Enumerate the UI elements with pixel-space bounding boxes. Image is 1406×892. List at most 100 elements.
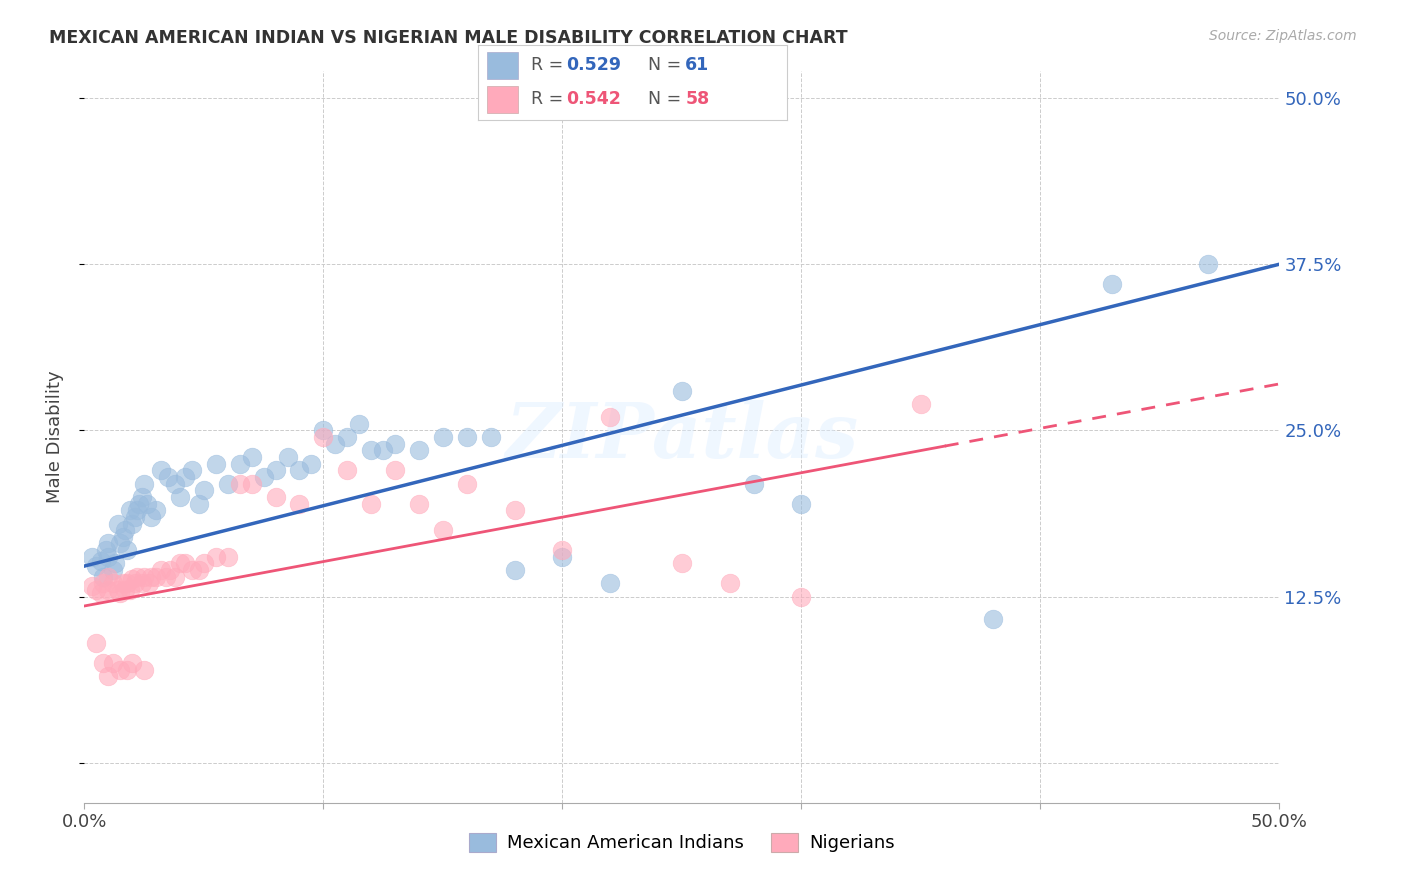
Point xyxy=(131,490,153,504)
Point xyxy=(181,563,204,577)
Point xyxy=(193,483,215,498)
Point xyxy=(217,549,239,564)
Point xyxy=(229,476,252,491)
Point xyxy=(169,557,191,571)
Text: R =: R = xyxy=(530,90,568,108)
Point xyxy=(288,497,311,511)
Point xyxy=(124,509,146,524)
Text: MEXICAN AMERICAN INDIAN VS NIGERIAN MALE DISABILITY CORRELATION CHART: MEXICAN AMERICAN INDIAN VS NIGERIAN MALE… xyxy=(49,29,848,46)
Point xyxy=(1101,277,1123,292)
Point xyxy=(121,573,143,587)
Point xyxy=(101,656,124,670)
Point xyxy=(599,410,621,425)
Point xyxy=(253,470,276,484)
Text: 0.529: 0.529 xyxy=(567,56,621,74)
Bar xyxy=(488,52,519,78)
Text: 0.542: 0.542 xyxy=(567,90,621,108)
Point xyxy=(97,536,120,550)
Point xyxy=(910,397,932,411)
Point xyxy=(240,450,263,464)
Point xyxy=(229,457,252,471)
Point xyxy=(157,470,180,484)
Point xyxy=(173,470,195,484)
Point xyxy=(80,579,103,593)
Point xyxy=(101,563,124,577)
Point xyxy=(360,443,382,458)
Point xyxy=(132,476,156,491)
Point xyxy=(110,663,132,677)
Point xyxy=(671,557,693,571)
Point xyxy=(159,563,181,577)
Point xyxy=(107,516,129,531)
Point xyxy=(181,463,204,477)
Point xyxy=(138,576,160,591)
Point xyxy=(551,549,574,564)
Point xyxy=(145,503,167,517)
Point xyxy=(117,576,139,591)
Point xyxy=(86,636,108,650)
Point xyxy=(145,570,167,584)
Point xyxy=(110,585,132,599)
Point xyxy=(981,612,1004,626)
Point xyxy=(408,443,430,458)
Point xyxy=(125,503,148,517)
Point xyxy=(107,582,129,597)
Point xyxy=(671,384,693,398)
Point xyxy=(1197,257,1219,271)
Point xyxy=(432,430,454,444)
Point xyxy=(188,563,211,577)
Point xyxy=(141,570,163,584)
Point xyxy=(599,576,621,591)
Point xyxy=(90,585,112,599)
Point xyxy=(336,430,359,444)
Point xyxy=(90,554,112,568)
Point xyxy=(93,656,115,670)
Point xyxy=(86,559,108,574)
Point xyxy=(165,570,187,584)
Point xyxy=(118,503,141,517)
Point xyxy=(360,497,382,511)
Point xyxy=(93,576,115,591)
Point xyxy=(205,549,228,564)
Point xyxy=(456,476,478,491)
Point xyxy=(217,476,239,491)
Point xyxy=(97,549,120,564)
Y-axis label: Male Disability: Male Disability xyxy=(45,371,63,503)
Point xyxy=(114,523,136,537)
Point xyxy=(432,523,454,537)
Point xyxy=(408,497,430,511)
Point xyxy=(135,497,157,511)
Point xyxy=(124,576,146,591)
Point xyxy=(111,530,134,544)
Point xyxy=(193,557,215,571)
Bar xyxy=(488,87,519,112)
Point xyxy=(349,417,371,431)
Point xyxy=(141,509,163,524)
Point xyxy=(101,576,124,591)
Point xyxy=(188,497,211,511)
Legend: Mexican American Indians, Nigerians: Mexican American Indians, Nigerians xyxy=(463,826,901,860)
Point xyxy=(121,516,143,531)
Point xyxy=(240,476,263,491)
Point xyxy=(790,590,813,604)
Text: 58: 58 xyxy=(685,90,710,108)
Text: ZIPatlas: ZIPatlas xyxy=(505,401,859,474)
Point xyxy=(301,457,323,471)
Point xyxy=(125,570,148,584)
Point xyxy=(149,463,172,477)
Point xyxy=(131,576,153,591)
Point xyxy=(479,430,502,444)
Point xyxy=(264,490,287,504)
Point xyxy=(277,450,299,464)
Point xyxy=(94,543,117,558)
Point xyxy=(86,582,108,597)
Point xyxy=(97,669,120,683)
Point xyxy=(503,563,526,577)
Text: N =: N = xyxy=(648,56,688,74)
Point xyxy=(97,582,120,597)
Point xyxy=(790,497,813,511)
Point xyxy=(325,436,347,450)
Point xyxy=(264,463,287,477)
Text: R =: R = xyxy=(530,56,568,74)
Text: 61: 61 xyxy=(685,56,710,74)
